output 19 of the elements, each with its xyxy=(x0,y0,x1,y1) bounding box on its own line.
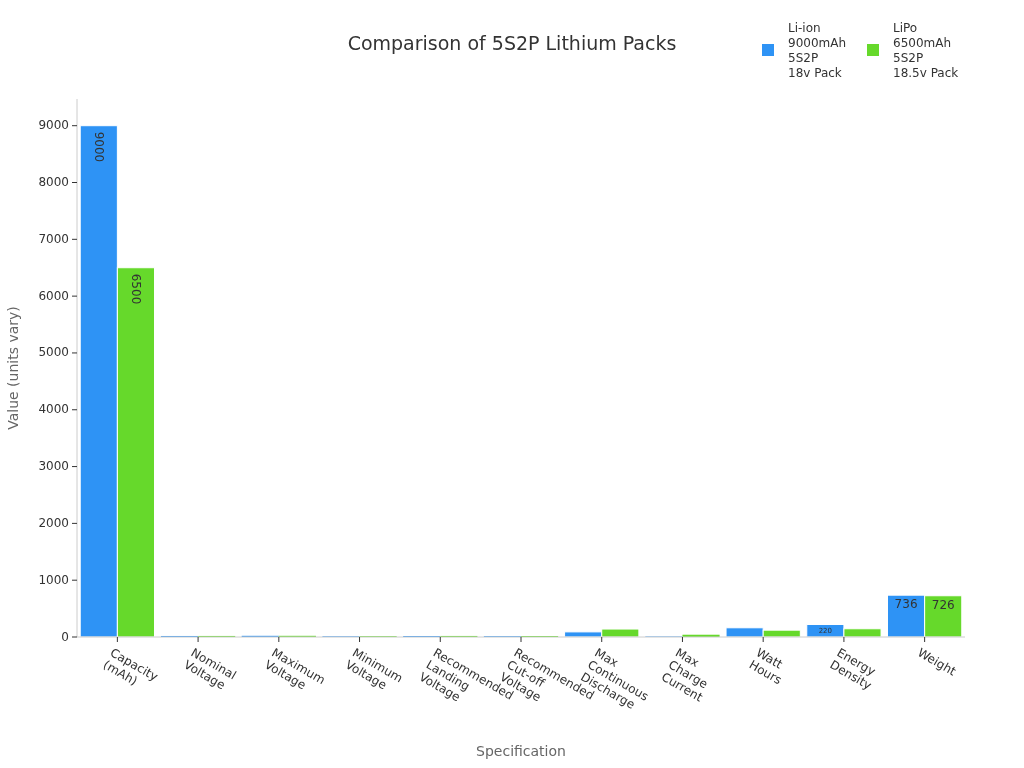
y-tick-label: 0 xyxy=(61,629,69,644)
y-tick-label: 2000 xyxy=(38,515,69,530)
y-tick-label: 5000 xyxy=(38,345,69,360)
data-label: 9000 xyxy=(92,131,107,163)
data-label: 736 xyxy=(894,596,918,611)
legend-label: Li-ion 9000mAh 5S2P 18v Pack xyxy=(788,21,847,80)
x-axis-title: Specification xyxy=(476,743,566,759)
y-tick-label: 9000 xyxy=(38,118,69,133)
y-tick-label: 6000 xyxy=(38,288,69,303)
data-label: 726 xyxy=(931,597,955,612)
legend-label: LiPo 6500mAh 5S2P 18.5v Pack xyxy=(893,21,959,80)
y-tick-label: 4000 xyxy=(38,402,69,417)
y-axis-title: Value (units vary) xyxy=(5,306,21,430)
y-tick-label: 8000 xyxy=(38,175,69,190)
y-tick-label: 3000 xyxy=(38,459,69,474)
y-tick-label: 7000 xyxy=(38,231,69,246)
data-label: 6500 xyxy=(129,273,144,305)
chart-title: Comparison of 5S2P Lithium Packs xyxy=(347,32,677,54)
y-tick-label: 1000 xyxy=(38,572,69,587)
